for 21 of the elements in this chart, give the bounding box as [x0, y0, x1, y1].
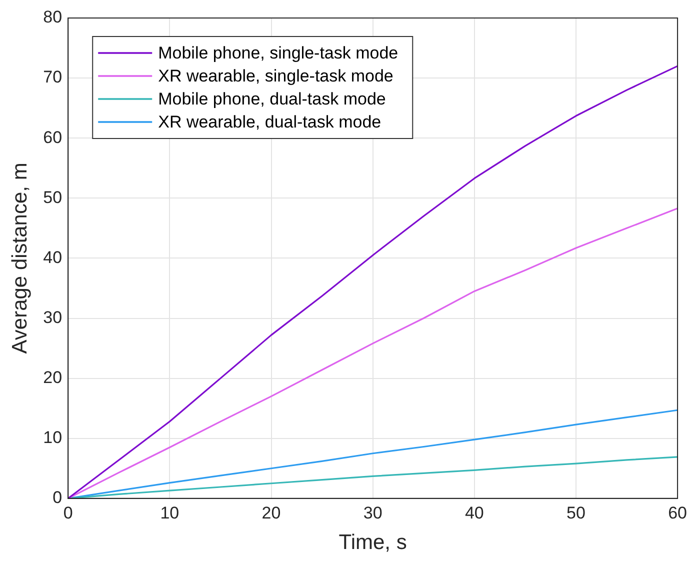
legend-label: XR wearable, single-task mode [158, 66, 394, 86]
y-tick-label: 10 [43, 428, 62, 448]
legend-label: Mobile phone, dual-task mode [158, 90, 386, 109]
y-axis-title: Average distance, m [8, 162, 32, 354]
legend-label: Mobile phone, single-task mode [158, 44, 398, 63]
y-tick-label: 70 [43, 68, 62, 87]
x-tick-label: 50 [566, 503, 586, 522]
x-tick-label: 20 [262, 503, 281, 522]
y-tick-label: 50 [43, 188, 62, 207]
y-tick-label: 0 [52, 488, 62, 508]
x-tick-label: 60 [668, 503, 688, 522]
legend-label: XR wearable, dual-task mode [158, 112, 382, 132]
x-tick-label: 10 [160, 503, 180, 522]
x-tick-label: 30 [363, 503, 382, 522]
y-tick-label: 80 [43, 8, 62, 27]
x-axis-title: Time, s [338, 531, 407, 554]
y-tick-label: 60 [43, 128, 62, 147]
x-tick-label: 40 [464, 503, 484, 522]
y-tick-label: 20 [43, 368, 62, 387]
y-tick-label: 30 [43, 308, 62, 327]
y-tick-label: 40 [43, 248, 62, 267]
